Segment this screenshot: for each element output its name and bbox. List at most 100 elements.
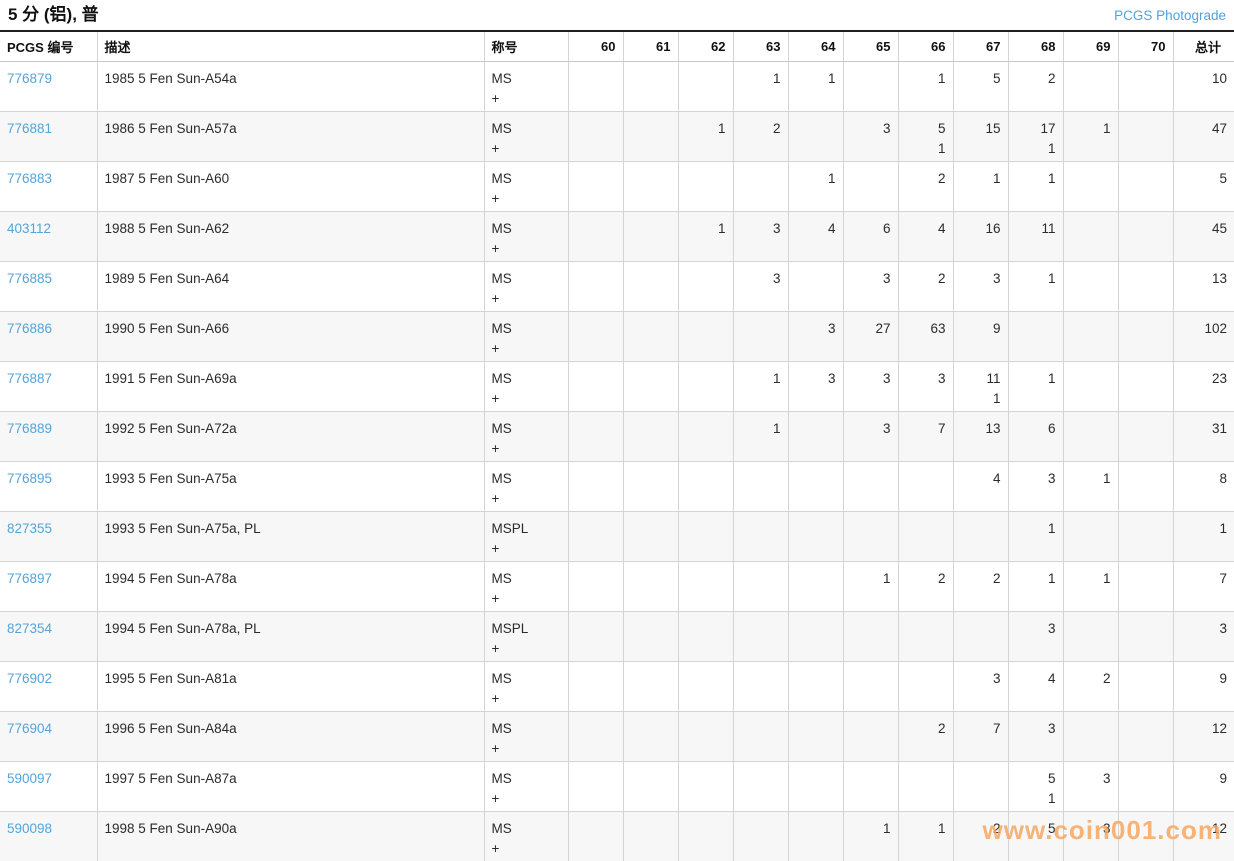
pcgs-number-link[interactable]: 590097 <box>7 771 53 786</box>
pcgs-number-cell: 776881 <box>0 111 98 162</box>
table-row: 776885 1989 5 Fen Sun-A64 MS +3 3 2 3 1 13 <box>0 261 1234 312</box>
pcgs-number-link[interactable]: 590098 <box>7 821 53 836</box>
grade-63-cell <box>733 561 789 612</box>
ms-line: MS <box>491 471 512 486</box>
ms-line: MS <box>491 771 512 786</box>
pcgs-number-link[interactable]: 776883 <box>7 171 53 186</box>
ms-line: 17 <box>1040 121 1056 136</box>
pcgs-number-link[interactable]: 776881 <box>7 121 53 136</box>
table-row: 827355 1993 5 Fen Sun-A75a, PL MSPL +1 1 <box>0 511 1234 562</box>
coin-description: 1993 5 Fen Sun-A75a, PL <box>97 511 485 562</box>
grade-68-cell: 3 <box>1008 461 1064 512</box>
grade-68-cell: 11 <box>1008 211 1064 262</box>
grade-68-cell: 4 <box>1008 661 1064 712</box>
grade-63-cell: 3 <box>733 211 789 262</box>
ms-line: 1 <box>937 71 946 86</box>
grade-60-cell <box>568 561 624 612</box>
pcgs-number-link[interactable]: 827354 <box>7 621 53 636</box>
grade-66-cell: 1 <box>898 811 954 861</box>
grade-68-cell: 6 <box>1008 411 1064 462</box>
coin-description: 1994 5 Fen Sun-A78a, PL <box>97 611 485 662</box>
designation-cell: MS + <box>484 311 569 362</box>
grade-69-cell: 1 <box>1063 561 1119 612</box>
designation-cell: MSPL + <box>484 611 569 662</box>
grade-68-cell: 3 <box>1008 711 1064 762</box>
ms-line: 3 <box>1102 771 1111 786</box>
ms-line: MS <box>491 171 512 186</box>
ms-line: 5 <box>992 71 1001 86</box>
total-cell: 9 <box>1173 661 1234 712</box>
grade-69-cell <box>1063 611 1119 662</box>
ms-line: MS <box>491 821 512 836</box>
grade-65-cell: 3 <box>843 361 899 412</box>
pcgs-number-link[interactable]: 776902 <box>7 671 53 686</box>
ms-line: MSPL <box>491 521 529 536</box>
pcgs-number-link[interactable]: 776889 <box>7 421 53 436</box>
ms-line: MS <box>491 671 512 686</box>
ms-line: MS <box>491 121 512 136</box>
designation-cell: MS + <box>484 461 569 512</box>
pcgs-number-link[interactable]: 827355 <box>7 521 53 536</box>
table-row: 776889 1992 5 Fen Sun-A72a MS +1 3 7 13 6 31 <box>0 411 1234 462</box>
pcgs-number-link[interactable]: 776885 <box>7 271 53 286</box>
table-row: 776883 1987 5 Fen Sun-A60 MS +1 2 1 1 5 <box>0 161 1234 212</box>
total-cell: 23 <box>1173 361 1234 412</box>
grade-60-cell <box>568 611 624 662</box>
table-row: 776895 1993 5 Fen Sun-A75a MS +4 3 1 8 <box>0 461 1234 512</box>
ms-line: 3 <box>882 421 891 436</box>
grade-69-cell <box>1063 211 1119 262</box>
ms-line: MS <box>491 421 512 436</box>
grade-69-cell <box>1063 161 1119 212</box>
plus-line: + <box>491 341 500 356</box>
ms-line: 3 <box>992 671 1001 686</box>
ms-line: MS <box>491 221 512 236</box>
pcgs-photograde-link[interactable]: PCGS Photograde <box>1114 8 1226 23</box>
pcgs-number-link[interactable]: 776904 <box>7 721 53 736</box>
grade-62-cell <box>678 61 734 112</box>
designation-cell: MS + <box>484 661 569 712</box>
plus-line: + <box>491 291 500 306</box>
grade-70-cell <box>1118 361 1174 412</box>
grade-70-cell <box>1118 761 1174 812</box>
grade-64-cell <box>788 811 844 861</box>
ms-line: 1 <box>772 71 781 86</box>
grade-70-cell <box>1118 111 1174 162</box>
ms-line: 5 <box>1047 821 1056 836</box>
grade-61-cell <box>623 761 679 812</box>
ms-line: 7 <box>992 721 1001 736</box>
pcgs-number-link[interactable]: 776897 <box>7 571 53 586</box>
grade-66-cell: 3 <box>898 361 954 412</box>
pcgs-number-link[interactable]: 776887 <box>7 371 53 386</box>
grade-60-cell <box>568 511 624 562</box>
ms-line: 3 <box>937 371 946 386</box>
pcgs-number-cell: 776886 <box>0 311 98 362</box>
table-row: 827354 1994 5 Fen Sun-A78a, PL MSPL +3 3 <box>0 611 1234 662</box>
coin-description: 1994 5 Fen Sun-A78a <box>97 561 485 612</box>
ms-line: 1 <box>772 421 781 436</box>
grade-65-cell <box>843 161 899 212</box>
pcgs-number-link[interactable]: 776886 <box>7 321 53 336</box>
grade-60-cell <box>568 161 624 212</box>
plus-line: + <box>491 191 500 206</box>
pcgs-number-link[interactable]: 403112 <box>7 221 52 236</box>
grade-66-cell: 2 <box>898 261 954 312</box>
grade-63-cell <box>733 161 789 212</box>
grade-67-cell: 9 <box>953 311 1009 362</box>
grade-67-cell: 15 <box>953 111 1009 162</box>
plus-line: + <box>491 591 500 606</box>
ms-line: 2 <box>937 571 946 586</box>
ms-line: 3 <box>882 121 891 136</box>
plus-line: 1 <box>1047 141 1056 156</box>
grade-66-cell: 1 <box>898 61 954 112</box>
grade-69-cell <box>1063 361 1119 412</box>
coin-description: 1990 5 Fen Sun-A66 <box>97 311 485 362</box>
grade-70-cell <box>1118 711 1174 762</box>
ms-line: 1 <box>1047 571 1056 586</box>
plus-line: + <box>491 741 500 756</box>
designation-cell: MS + <box>484 361 569 412</box>
ms-line: 1 <box>1102 471 1111 486</box>
col-header-total: 总计 <box>1173 30 1234 62</box>
plus-line: 1 <box>1047 791 1056 806</box>
pcgs-number-link[interactable]: 776879 <box>7 71 53 86</box>
pcgs-number-link[interactable]: 776895 <box>7 471 53 486</box>
